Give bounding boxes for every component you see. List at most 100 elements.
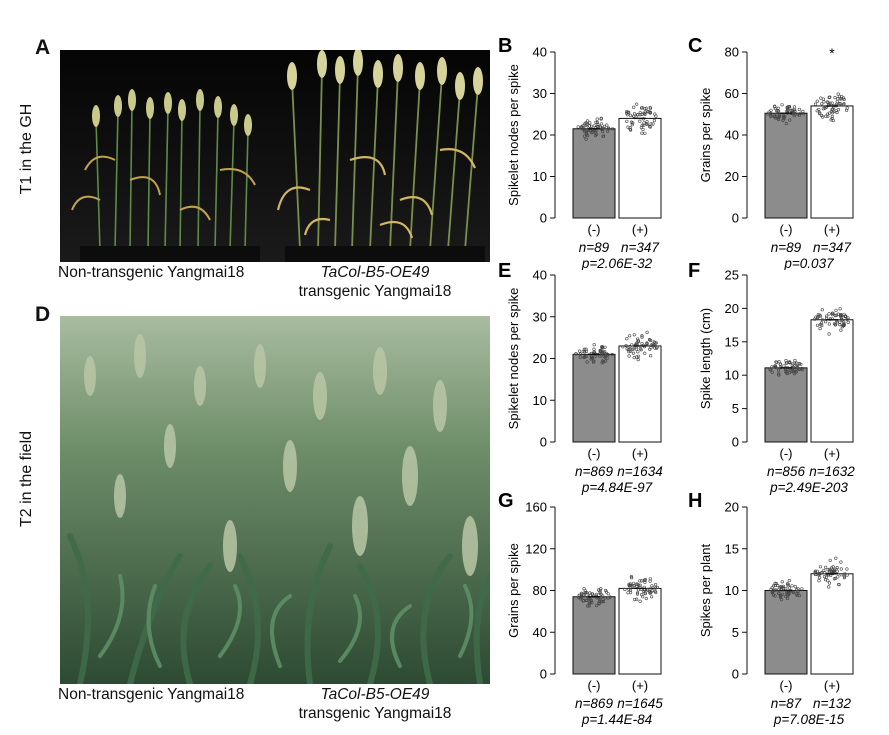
data-point [841,323,845,327]
data-point [585,119,590,123]
data-point [625,111,629,115]
data-point [795,587,799,591]
data-point [773,365,778,369]
bar-negative [764,367,808,443]
category-label: (+) [824,678,840,693]
data-point [769,108,773,112]
data-point [793,358,797,363]
data-point [784,594,788,598]
data-point [838,314,843,318]
data-point [654,114,658,118]
p-value-label: p=1.44E-84 [581,712,652,727]
data-point [635,582,640,586]
data-point [839,328,843,332]
data-point [770,586,774,590]
data-point [781,118,785,122]
data-point [785,105,789,110]
data-point [818,575,822,580]
data-point [773,594,777,598]
data-point [824,320,828,324]
field-caption-left: Non-transgenic Yangmai18 [58,686,245,703]
data-point [843,314,847,319]
data-point [600,361,604,365]
bar-positive [810,105,854,219]
p-value-label: p=2.06E-32 [581,256,653,270]
data-point [638,119,642,123]
y-tick-label: 20 [533,351,547,366]
data-point [583,355,587,359]
data-point [824,114,828,118]
data-point [826,579,830,583]
data-point [628,334,632,338]
y-tick-label: 40 [533,625,547,640]
chart-panel-c: C 0 20 40 60 80 Grains per spike (-) n=89 (+) n=34… [680,30,880,271]
caption-right-line1: TaCol-B5-OE49 [320,264,430,281]
data-point [842,323,846,327]
data-point [595,132,599,136]
data-point [643,107,647,111]
data-point [584,598,588,602]
category-label: (+) [824,446,840,461]
y-tick-label: 20 [725,500,739,515]
data-point [648,338,652,342]
data-point [652,340,656,344]
data-point [780,103,784,107]
side-label-text: T1 in the GH [18,103,35,195]
data-point [640,334,644,338]
data-point [830,312,835,317]
data-point [788,118,792,122]
data-point [820,102,824,106]
data-point [822,574,826,579]
data-point [845,567,849,571]
data-point [792,114,796,118]
data-point [786,584,790,588]
data-point [829,118,833,122]
data-point [651,122,655,126]
data-point [635,102,639,106]
side-label-text: T2 in the field [18,430,35,528]
data-point [794,592,798,596]
data-point [785,596,790,601]
data-point [822,568,826,573]
data-point [830,101,834,105]
data-point [825,314,829,318]
data-point [782,364,786,368]
data-point [794,364,798,368]
greenhouse-caption-left: Non-transgenic Yangmai18 [58,264,245,281]
data-point [814,572,818,577]
data-point [834,308,838,312]
data-point [640,579,644,583]
data-point [838,322,842,327]
chart-panel-f: F 0 5 10 15 20 25 Spike length (cm) (-) n=856 (+) n… [680,255,880,500]
data-point [640,335,644,339]
data-point [636,350,640,354]
data-point [584,137,588,141]
data-point [610,127,615,131]
y-tick-label: 40 [533,268,547,283]
significance-marker: * [829,45,835,61]
data-point [585,591,589,595]
data-point [769,368,773,372]
data-point [649,122,653,126]
data-point [627,583,631,588]
data-point [595,120,599,125]
data-point [605,123,609,127]
data-point [625,347,629,351]
data-point [842,102,846,106]
p-value-label: p=7.08E-15 [773,712,845,727]
y-tick-label: 60 [725,86,739,101]
y-tick-label: 10 [533,393,547,408]
category-label: (-) [588,222,601,237]
data-point [773,588,777,592]
chart-svg-c: C 0 20 40 60 80 Grains per spike (-) n=89 (+) n=34… [688,35,854,271]
data-point [649,590,653,594]
data-point [771,584,776,588]
data-point [645,122,649,127]
data-point [636,339,640,343]
data-point [603,359,608,363]
data-point [799,111,803,115]
data-point [793,584,797,589]
category-label: (+) [632,678,648,693]
bar-negative [764,590,808,675]
y-tick-label: 0 [540,435,547,450]
